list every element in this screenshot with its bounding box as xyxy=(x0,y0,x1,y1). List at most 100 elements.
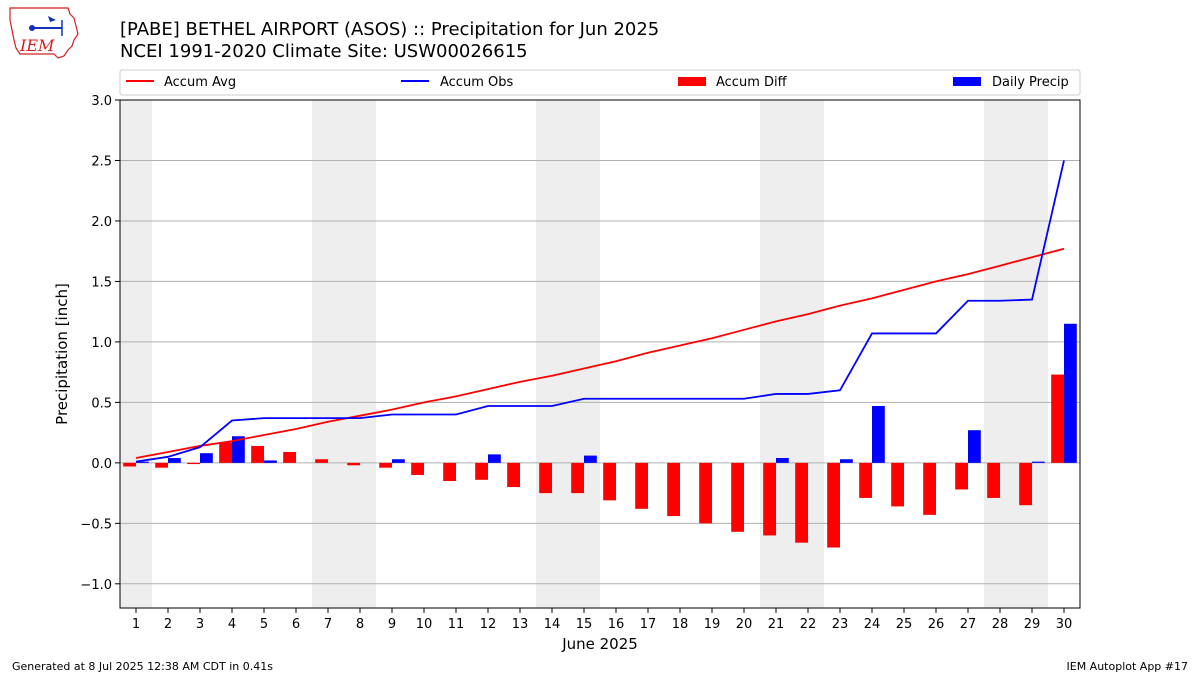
accum-diff-bar-day-20 xyxy=(731,462,744,532)
x-tick-label: 18 xyxy=(672,617,689,632)
legend-label-accum-diff: Accum Diff xyxy=(716,75,788,90)
x-tick-label: 26 xyxy=(928,617,945,632)
weekend-shade-5 xyxy=(984,100,1048,608)
accum-diff-bar-day-23 xyxy=(827,462,840,548)
y-tick-label: 0.5 xyxy=(91,396,112,411)
x-tick-label: 30 xyxy=(1056,617,1073,632)
accum-diff-bar-day-14 xyxy=(539,462,552,494)
x-tick-label: 12 xyxy=(480,617,497,632)
accum-diff-bar-day-15 xyxy=(571,462,584,494)
accum-diff-bar-day-6 xyxy=(283,451,296,463)
x-tick-label: 16 xyxy=(608,617,625,632)
x-tick-label: 4 xyxy=(228,617,236,632)
x-axis-label: June 2025 xyxy=(561,635,638,653)
weekend-shade-1 xyxy=(120,100,152,608)
iem-logo: IEM xyxy=(9,7,79,59)
accum-diff-bar-day-7 xyxy=(315,459,328,463)
legend-label-accum-avg: Accum Avg xyxy=(164,75,236,90)
x-tick-label: 6 xyxy=(292,617,300,632)
accum-diff-bar-day-18 xyxy=(667,462,680,517)
accum-diff-bar-day-17 xyxy=(635,462,648,509)
y-tick-label: 2.5 xyxy=(91,154,112,169)
y-tick-label: 0.0 xyxy=(91,457,112,472)
daily-precip-bar-day-24 xyxy=(872,406,885,463)
accum-diff-bar-day-4 xyxy=(219,442,232,463)
y-tick-label: −0.5 xyxy=(80,517,112,532)
accum-diff-bar-day-28 xyxy=(987,462,1000,498)
accum-avg-line xyxy=(135,247,1065,459)
daily-precip-bar-day-27 xyxy=(968,430,981,463)
x-tick-label: 17 xyxy=(640,617,657,632)
bars xyxy=(123,323,1077,548)
x-tick-label: 20 xyxy=(736,617,753,632)
lines xyxy=(135,160,1065,463)
accum-diff-bar-day-13 xyxy=(507,462,520,488)
y-tick-label: 1.5 xyxy=(91,275,112,290)
accum-diff-bar-day-5 xyxy=(251,445,264,463)
x-axis: 1 2 3 4 5 6 7 8 9 10 11 12 13 14 15 16 17 18 19 20 21 22 23 24 2… xyxy=(132,608,1072,632)
footer-app-id: IEM Autoplot App #17 xyxy=(1067,660,1189,673)
accum-diff-bar-day-12 xyxy=(475,462,488,480)
legend-label-accum-obs: Accum Obs xyxy=(440,75,513,90)
x-tick-label: 2 xyxy=(164,617,172,632)
x-tick-label: 23 xyxy=(832,617,849,632)
legend-label-daily-precip: Daily Precip xyxy=(992,75,1069,90)
y-tick-label: 1.0 xyxy=(91,336,112,351)
x-tick-label: 28 xyxy=(992,617,1009,632)
legend: Accum Avg Accum Obs Accum Diff Daily Pre… xyxy=(119,69,1081,96)
accum-diff-bar-day-2 xyxy=(155,462,168,468)
x-tick-label: 3 xyxy=(196,617,204,632)
x-tick-label: 22 xyxy=(800,617,817,632)
station-dot-icon xyxy=(29,25,35,31)
accum-diff-bar-day-11 xyxy=(443,462,456,481)
footer-generated: Generated at 8 Jul 2025 12:38 AM CDT in … xyxy=(12,660,273,673)
x-tick-label: 15 xyxy=(576,617,593,632)
accum-obs-line xyxy=(135,160,1065,463)
x-tick-label: 29 xyxy=(1024,617,1041,632)
x-tick-label: 24 xyxy=(864,617,881,632)
x-tick-label: 27 xyxy=(960,617,977,632)
accum-diff-bar-day-24 xyxy=(859,462,872,498)
plot-frame xyxy=(119,99,1081,609)
y-tick-label: 2.0 xyxy=(91,215,112,230)
wind-vane-icon xyxy=(48,16,56,22)
daily-precip-bar-day-30 xyxy=(1064,323,1077,463)
daily-precip-bar-day-1 xyxy=(136,461,149,463)
daily-precip-bar-day-4 xyxy=(232,436,245,463)
daily-precip-bar-day-2 xyxy=(168,458,181,463)
y-axis-label: Precipitation [inch] xyxy=(53,283,71,425)
daily-precip-bar-day-12 xyxy=(488,454,501,463)
chart-title: [PABE] BETHEL AIRPORT (ASOS) :: Precipit… xyxy=(120,19,659,40)
weekend-shade-3 xyxy=(536,100,600,608)
x-tick-label: 13 xyxy=(512,617,529,632)
daily-precip-bar-day-5 xyxy=(264,460,277,463)
daily-precip-bar-day-21 xyxy=(776,458,789,463)
accum-diff-bar-day-25 xyxy=(891,462,904,507)
accum-diff-bar-day-27 xyxy=(955,462,968,490)
daily-precip-bar-day-23 xyxy=(840,459,853,463)
chart-subtitle: NCEI 1991-2020 Climate Site: USW00026615 xyxy=(120,41,528,62)
x-tick-label: 1 xyxy=(132,617,140,632)
accum-diff-bar-day-26 xyxy=(923,462,936,515)
logo-text: IEM xyxy=(19,36,55,55)
x-tick-label: 9 xyxy=(388,617,396,632)
accum-diff-bar-day-10 xyxy=(411,462,424,475)
daily-precip-bar-day-3 xyxy=(200,453,213,463)
x-tick-label: 5 xyxy=(260,617,268,632)
accum-diff-bar-day-30 xyxy=(1051,374,1064,463)
y-tick-label: −1.0 xyxy=(80,578,112,593)
accum-diff-bar-day-21 xyxy=(763,462,776,536)
legend-swatch-accum-diff xyxy=(678,77,706,86)
accum-diff-bar-day-29 xyxy=(1019,462,1032,506)
accum-diff-bar-day-16 xyxy=(603,462,616,501)
accum-diff-bar-day-9 xyxy=(379,462,392,468)
legend-swatch-daily-precip xyxy=(953,77,981,86)
accum-diff-bar-day-3 xyxy=(187,462,200,465)
y-tick-label: 3.0 xyxy=(91,94,112,109)
daily-precip-bar-day-29 xyxy=(1032,461,1045,463)
x-tick-label: 11 xyxy=(448,617,465,632)
accum-diff-bar-day-19 xyxy=(699,462,712,524)
accum-diff-bar-day-22 xyxy=(795,462,808,543)
legend-box xyxy=(119,69,1081,96)
